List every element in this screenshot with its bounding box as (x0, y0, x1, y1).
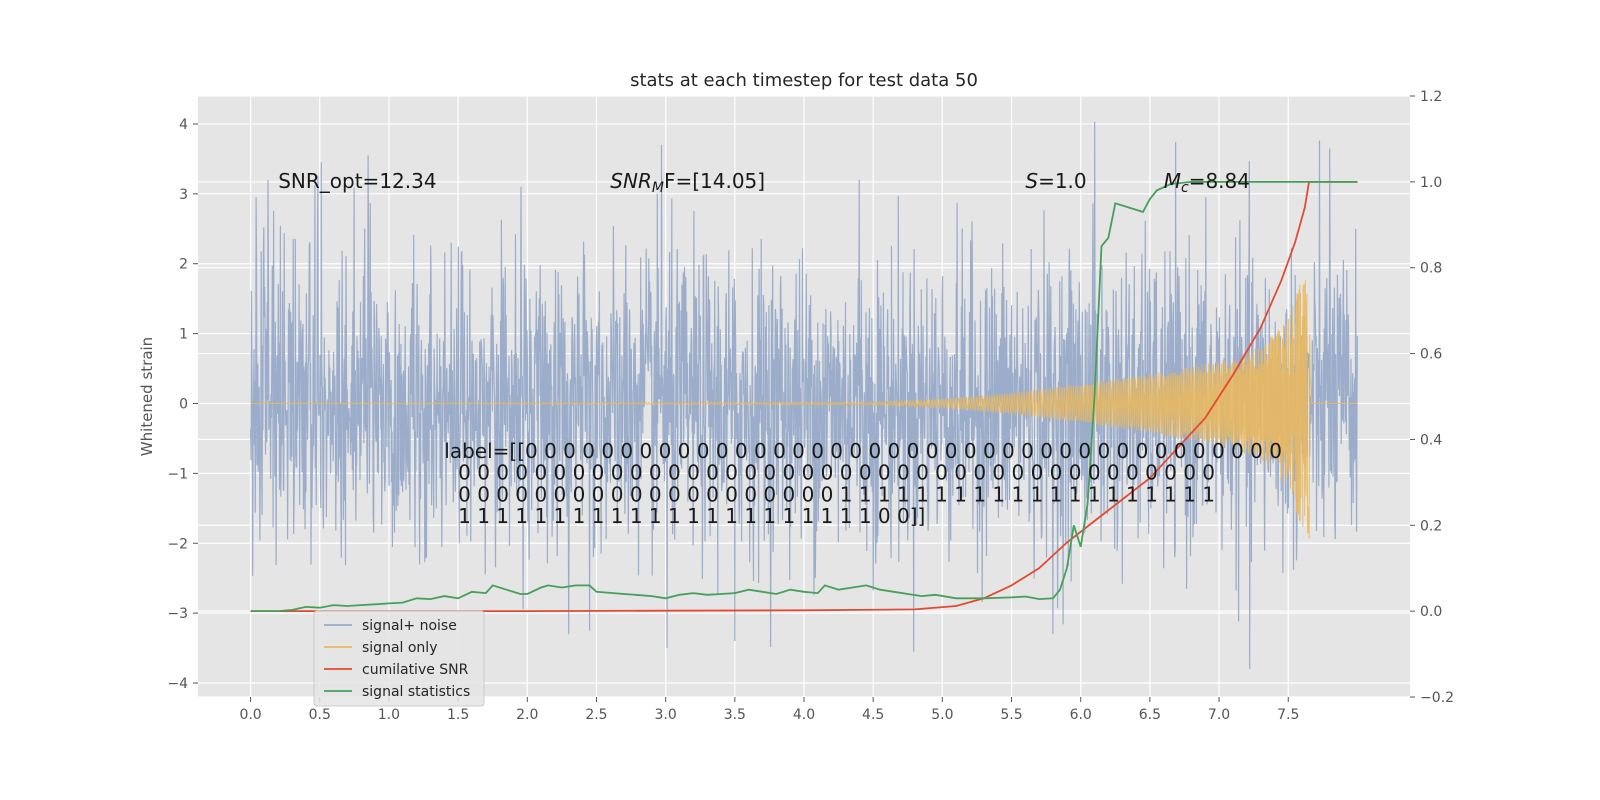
label-line-4: 1 1 1 1 1 1 1 1 1 1 1 1 1 1 1 1 1 1 1 1 … (458, 504, 925, 528)
y-tick-label: 1 (179, 327, 188, 343)
legend-box (313, 610, 485, 707)
legend-label: signal only (362, 640, 437, 656)
annotations: SNR_opt=12.34 SNRMF=[14.05] S=1.0 Mc=8.8… (278, 169, 1282, 528)
legend-label: cumilative SNR (362, 662, 469, 678)
mc-main: M (1164, 169, 1181, 193)
x-tick-label: 3.5 (724, 707, 746, 723)
mc-annotation: Mc=8.84 (1164, 169, 1250, 196)
y2-tick-label: −0.2 (1420, 690, 1454, 706)
y2-tick-label: 0.8 (1420, 261, 1442, 277)
x-tick-label: 5.5 (1000, 707, 1022, 723)
snr-mf-subscript: M (652, 180, 664, 196)
y-tick-label: −2 (167, 536, 188, 552)
y2-tick-label: 0.6 (1420, 347, 1442, 363)
snr-mf-rest: F=[14.05] (664, 169, 765, 193)
label-line-1: label=[[0 0 0 0 0 0 0 0 0 0 0 0 0 0 0 0 … (444, 439, 1282, 463)
x-tick-label: 7.0 (1208, 707, 1230, 723)
y-tick-label: 4 (179, 117, 188, 133)
y2-tick-label: 0.4 (1420, 432, 1442, 448)
x-tick-label: 7.5 (1277, 707, 1299, 723)
y-tick-label: −3 (167, 606, 188, 622)
x-tick-label: 6.5 (1139, 707, 1161, 723)
y-tick-label: −4 (167, 676, 188, 692)
snr-opt-annotation: SNR_opt=12.34 (278, 169, 436, 193)
x-tick-label: 2.5 (585, 707, 607, 723)
x-tick-label: 3.0 (655, 707, 677, 723)
x-tick-label: 1.0 (378, 707, 400, 723)
y2-tick-label: 1.0 (1420, 175, 1442, 191)
mc-value: =8.84 (1189, 169, 1250, 193)
x-tick-label: 4.5 (862, 707, 884, 723)
chart-title: stats at each timestep for test data 50 (630, 70, 978, 91)
series-signal-only (250, 280, 1358, 539)
mc-subscript: c (1181, 180, 1189, 196)
x-tick-label: 1.5 (447, 707, 469, 723)
y-tick-label: −1 (167, 466, 188, 482)
series-layer (250, 121, 1358, 670)
legend-label: signal statistics (362, 684, 470, 700)
s-annotation: S=1.0 (1025, 169, 1086, 193)
x-tick-label: 6.0 (1070, 707, 1092, 723)
snr-mf-main: SNR (610, 169, 652, 193)
series-signal-statistics (250, 180, 1358, 612)
x-tick-label: 0.5 (309, 707, 331, 723)
s-symbol: S (1025, 169, 1038, 193)
y-tick-label: 0 (179, 396, 188, 412)
label-line-2: 0 0 0 0 0 0 0 0 0 0 0 0 0 0 0 0 0 0 0 0 … (458, 461, 1215, 485)
legend-label: signal+ noise (362, 618, 457, 634)
y2-tick-label: 0.0 (1420, 604, 1442, 620)
s-value: =1.0 (1038, 169, 1087, 193)
y-tick-label: 2 (179, 257, 188, 273)
y-axis-label: Whitened strain (138, 337, 156, 456)
legend: signal+ noise signal only cumilative SNR si… (313, 610, 485, 707)
y-tick-label: 3 (179, 187, 188, 203)
x-tick-label: 5.0 (931, 707, 953, 723)
axes: 0.0 0.5 1.0 1.5 2.0 2.5 3.0 3.5 4.0 4.5 5.0 5.5 6.0 6… (167, 89, 1454, 723)
x-tick-label: 0.0 (239, 707, 261, 723)
series-cumulative-snr (250, 180, 1358, 612)
x-tick-label: 4.0 (793, 707, 815, 723)
snr-mf-annotation: SNRMF=[14.05] (610, 169, 765, 196)
x-tick-label: 2.0 (516, 707, 538, 723)
label-line-3: 0 0 0 0 0 0 0 0 0 0 0 0 0 0 0 0 0 0 0 0 … (458, 482, 1215, 506)
y2-tick-label: 1.2 (1420, 89, 1442, 105)
y2-tick-label: 0.2 (1420, 518, 1442, 534)
